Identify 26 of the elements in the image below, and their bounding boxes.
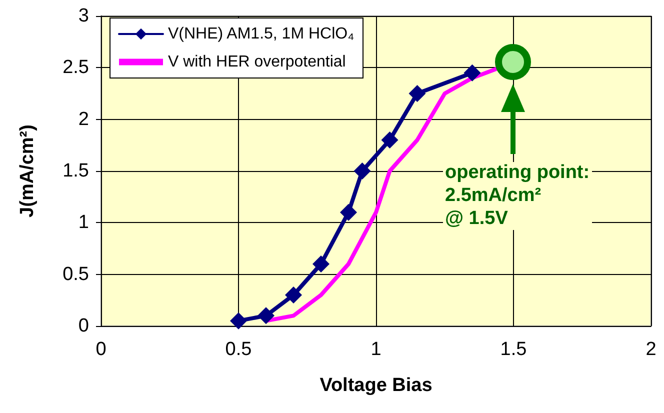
point [285,286,302,304]
point [464,64,481,82]
y-tick-label: 1 [78,212,89,234]
point [340,204,357,221]
annotation: operating point: 2.5mA/cm² @ 1.5V [443,162,592,230]
y-tick-label: 0.5 [62,264,89,285]
x-tick-label: 1.5 [500,339,527,360]
point [312,256,330,272]
y-axis-title: J(mA/cm²) [17,124,39,218]
x-tick-label: 2 [646,339,656,360]
x-axis-title: Voltage Bias [320,375,432,396]
y-tick-label: 2.5 [62,57,89,78]
point [230,312,247,330]
x-tick-label: 0.5 [225,339,252,360]
legend-label: V with HER overpotential [168,54,346,70]
point [381,132,398,148]
y-tick-label: 1.5 [62,160,89,182]
legend-label: V(NHE) AM1.5, 1M HClO₄ [168,26,354,42]
point [408,85,426,102]
x-tick-label: 0 [96,339,106,360]
point [354,162,371,180]
y-tick-label: 0 [78,316,89,336]
x-tick-label: 1 [370,339,382,360]
y-tick-label: 2 [78,108,89,130]
y-tick-label: 3 [78,6,89,26]
point [258,307,274,324]
